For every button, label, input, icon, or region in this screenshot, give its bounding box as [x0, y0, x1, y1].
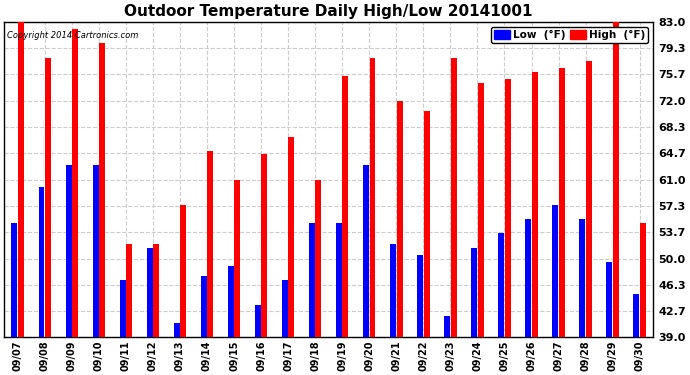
Bar: [613, 22, 619, 338]
Bar: [525, 219, 531, 338]
Bar: [45, 58, 51, 338]
Text: Copyright 2014 Cartronics.com: Copyright 2014 Cartronics.com: [8, 31, 139, 40]
Bar: [336, 223, 342, 338]
Bar: [119, 280, 126, 338]
Bar: [99, 43, 105, 338]
Bar: [505, 79, 511, 338]
Bar: [92, 165, 99, 338]
Bar: [72, 29, 78, 338]
Legend: Low  (°F), High  (°F): Low (°F), High (°F): [491, 27, 648, 44]
Bar: [262, 154, 267, 338]
Bar: [255, 305, 261, 338]
Bar: [370, 58, 375, 338]
Bar: [451, 58, 457, 338]
Bar: [363, 165, 369, 338]
Bar: [424, 111, 430, 338]
Bar: [174, 323, 179, 338]
Bar: [180, 205, 186, 338]
Bar: [559, 68, 565, 338]
Bar: [66, 165, 72, 338]
Bar: [207, 151, 213, 338]
Bar: [553, 205, 558, 338]
Bar: [417, 255, 423, 338]
Bar: [342, 75, 348, 338]
Title: Outdoor Temperature Daily High/Low 20141001: Outdoor Temperature Daily High/Low 20141…: [124, 4, 533, 19]
Bar: [288, 136, 295, 338]
Bar: [471, 248, 477, 338]
Bar: [477, 83, 484, 338]
Bar: [126, 244, 132, 338]
Bar: [580, 219, 585, 338]
Bar: [39, 187, 44, 338]
Bar: [12, 223, 17, 338]
Bar: [147, 248, 152, 338]
Bar: [607, 262, 613, 338]
Bar: [309, 223, 315, 338]
Bar: [397, 100, 402, 338]
Bar: [498, 233, 504, 338]
Bar: [633, 294, 640, 338]
Bar: [282, 280, 288, 338]
Bar: [235, 180, 240, 338]
Bar: [444, 316, 450, 338]
Bar: [18, 22, 24, 338]
Bar: [640, 223, 646, 338]
Bar: [153, 244, 159, 338]
Bar: [315, 180, 322, 338]
Bar: [586, 61, 592, 338]
Bar: [390, 244, 396, 338]
Bar: [532, 72, 538, 338]
Bar: [201, 276, 207, 338]
Bar: [228, 266, 234, 338]
